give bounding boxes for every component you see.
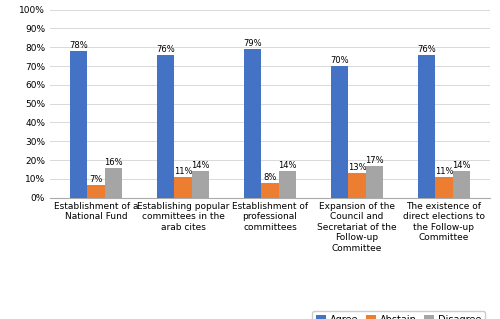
Text: 11%: 11% <box>434 167 453 176</box>
Legend: Agree, Abstain, Disagree: Agree, Abstain, Disagree <box>312 311 485 319</box>
Text: 14%: 14% <box>191 161 210 170</box>
Bar <box>105 168 122 198</box>
Text: 14%: 14% <box>278 161 296 170</box>
Bar <box>418 55 435 198</box>
Bar <box>192 171 209 198</box>
Bar <box>157 55 174 198</box>
Bar <box>244 49 262 198</box>
Text: 76%: 76% <box>156 45 175 54</box>
Bar <box>435 177 452 198</box>
Text: 7%: 7% <box>90 175 103 184</box>
Bar <box>331 66 348 198</box>
Text: 79%: 79% <box>244 39 262 48</box>
Bar <box>452 171 470 198</box>
Text: 76%: 76% <box>417 45 436 54</box>
Text: 8%: 8% <box>264 173 276 182</box>
Text: 78%: 78% <box>70 41 88 50</box>
Bar <box>174 177 192 198</box>
Text: 13%: 13% <box>348 163 366 172</box>
Bar <box>88 185 105 198</box>
Bar <box>278 171 296 198</box>
Text: 14%: 14% <box>452 161 470 170</box>
Bar <box>262 183 278 198</box>
Bar <box>348 173 366 198</box>
Bar <box>366 166 383 198</box>
Text: 70%: 70% <box>330 56 349 65</box>
Bar <box>70 51 87 198</box>
Text: 17%: 17% <box>365 156 384 165</box>
Text: 11%: 11% <box>174 167 193 176</box>
Text: 16%: 16% <box>104 158 123 167</box>
